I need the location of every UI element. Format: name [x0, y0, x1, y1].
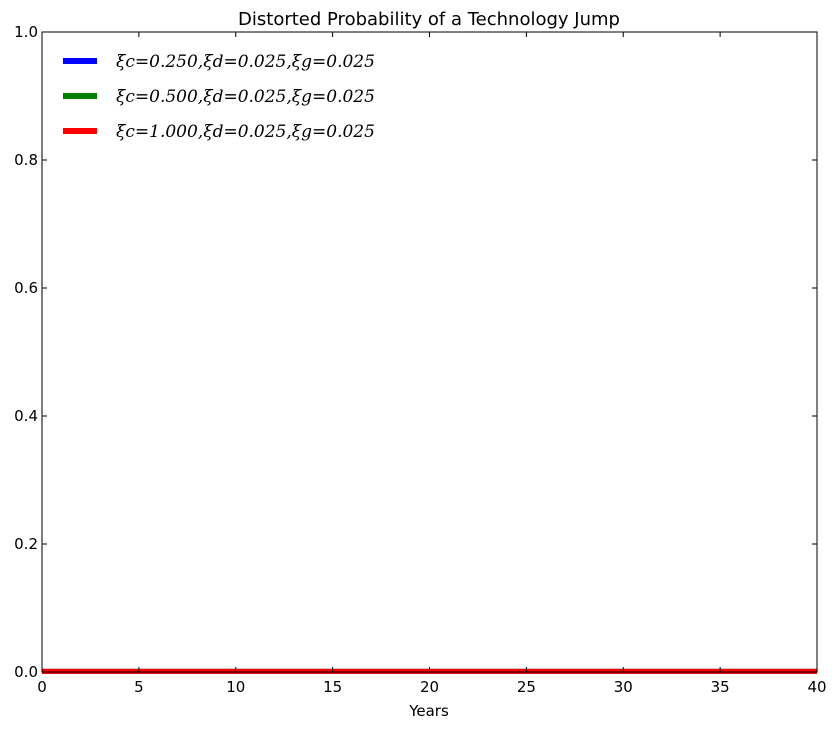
y-tick-label: 0.0 [14, 663, 38, 681]
legend-label: ξc=0.500,ξd=0.025,ξg=0.025 [116, 87, 375, 107]
legend-label: ξc=0.250,ξd=0.025,ξg=0.025 [116, 52, 375, 72]
y-tick-label: 0.8 [14, 151, 38, 169]
chart-title: Distorted Probability of a Technology Ju… [238, 9, 620, 30]
legend-label: ξc=1.000,ξd=0.025,ξg=0.025 [116, 122, 375, 142]
x-tick-label: 30 [614, 678, 633, 696]
x-tick-label: 20 [420, 678, 439, 696]
legend: ξc=0.250,ξd=0.025,ξg=0.025 ξc=0.500,ξd=0.… [63, 52, 375, 142]
x-tick-label: 35 [711, 678, 730, 696]
y-tick-label: 1.0 [14, 23, 38, 41]
y-tick-label: 0.6 [14, 279, 38, 297]
axis-ticks: 0 5 10 15 20 25 30 35 40 0.0 0.2 0.4 0.6 0.8 1.0 [14, 23, 826, 696]
x-axis-label: Years [408, 702, 449, 720]
x-tick-label: 40 [807, 678, 826, 696]
x-tick-label: 25 [517, 678, 536, 696]
x-tick-label: 0 [37, 678, 47, 696]
y-tick-label: 0.2 [14, 535, 38, 553]
x-tick-label: 15 [323, 678, 342, 696]
y-tick-label: 0.4 [14, 407, 38, 425]
x-tick-label: 10 [226, 678, 245, 696]
x-tick-label: 5 [134, 678, 144, 696]
